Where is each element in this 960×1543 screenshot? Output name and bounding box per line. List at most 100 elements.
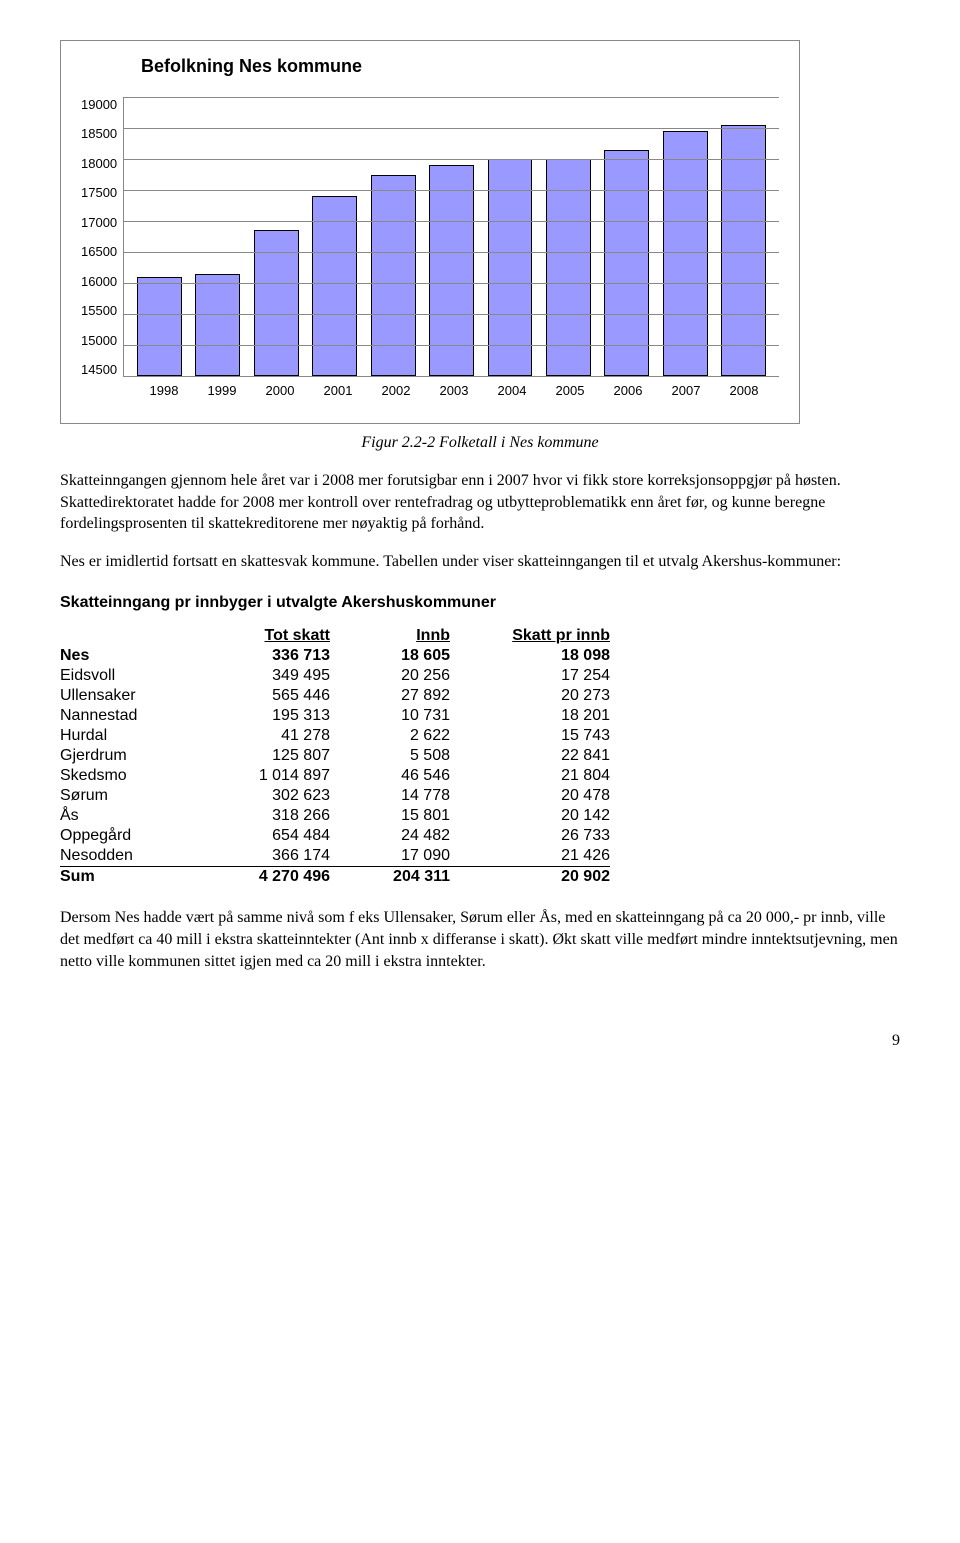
cell-value: 20 273 [450,686,610,706]
cell-name: Nannestad [60,706,210,726]
table-header-row: Tot skatt Innb Skatt pr innb [60,626,610,646]
col-tot-skatt: Tot skatt [210,626,330,646]
cell-value: 18 201 [450,706,610,726]
gridline [124,252,779,253]
cell-value: 654 484 [210,826,330,846]
sum-label: Sum [60,867,210,888]
bar [488,159,533,376]
bars-group [124,97,779,376]
gridline [124,190,779,191]
bar [312,196,357,376]
table-row: Ås318 26615 80120 142 [60,806,610,826]
table-row: Eidsvoll349 49520 25617 254 [60,666,610,686]
cell-value: 27 892 [330,686,450,706]
table-row: Oppegård654 48424 48226 733 [60,826,610,846]
gridline [124,221,779,222]
bar [195,274,240,376]
table-row: Sørum302 62314 77820 478 [60,786,610,806]
cell-name: Sørum [60,786,210,806]
cell-name: Nesodden [60,846,210,867]
y-tick-label: 19000 [81,97,117,112]
cell-value: 26 733 [450,826,610,846]
y-axis: 19000 18500 18000 17500 17000 16500 16000 15500… [81,97,123,377]
table-body: Nes336 71318 60518 098Eidsvoll349 49520 … [60,646,610,887]
table-heading: Skatteinngang pr innbyger i utvalgte Ake… [60,594,900,612]
col-skatt-pr-innb: Skatt pr innb [450,626,610,646]
table-row: Nesodden366 17417 09021 426 [60,846,610,867]
cell-value: 195 313 [210,706,330,726]
x-tick-label: 2007 [664,383,709,398]
y-tick-label: 17000 [81,215,117,230]
x-tick-label: 2003 [432,383,477,398]
cell-value: 5 508 [330,746,450,766]
y-tick-label: 15500 [81,303,117,318]
cell-value: 1 014 897 [210,766,330,786]
y-tick-label: 18500 [81,126,117,141]
tax-table: Tot skatt Innb Skatt pr innb Nes336 7131… [60,626,610,887]
cell-value: 125 807 [210,746,330,766]
bar [721,125,766,376]
cell-value: 10 731 [330,706,450,726]
bar [604,150,649,376]
figure-caption: Figur 2.2-2 Folketall i Nes kommune [60,434,900,452]
table-row: Gjerdrum125 8075 50822 841 [60,746,610,766]
table-row: Nannestad195 31310 73118 201 [60,706,610,726]
cell-value: 20 256 [330,666,450,686]
gridline [124,159,779,160]
y-tick-label: 15000 [81,333,117,348]
x-axis: 1998199920002001200220032004200520062007… [129,383,779,398]
x-tick-label: 2005 [548,383,593,398]
x-tick-label: 1999 [200,383,245,398]
paragraph-2: Nes er imidlertid fortsatt en skattesvak… [60,551,900,573]
x-tick-label: 2000 [258,383,303,398]
cell-value: 46 546 [330,766,450,786]
cell-value: 565 446 [210,686,330,706]
cell-value: 17 254 [450,666,610,686]
cell-value: 17 090 [330,846,450,867]
cell-value: 349 495 [210,666,330,686]
bar [137,277,182,376]
cell-value: 366 174 [210,846,330,867]
plot-area [123,97,779,377]
cell-value: 18 605 [330,646,450,666]
cell-value: 24 482 [330,826,450,846]
table-row: Nes336 71318 60518 098 [60,646,610,666]
cell-name: Ullensaker [60,686,210,706]
cell-name: Oppegård [60,826,210,846]
cell-name: Eidsvoll [60,666,210,686]
cell-value: 21 804 [450,766,610,786]
cell-name: Skedsmo [60,766,210,786]
gridline [124,97,779,98]
cell-value: 15 801 [330,806,450,826]
cell-value: 18 098 [450,646,610,666]
col-blank [60,626,210,646]
paragraph-1: Skatteinngangen gjennom hele året var i … [60,470,900,535]
y-tick-label: 17500 [81,185,117,200]
gridline [124,345,779,346]
chart-title: Befolkning Nes kommune [141,56,779,77]
cell-name: Nes [60,646,210,666]
x-tick-label: 2006 [606,383,651,398]
cell-value: 20 478 [450,786,610,806]
table-row: Hurdal41 2782 62215 743 [60,726,610,746]
x-tick-label: 2002 [374,383,419,398]
cell-value: 20 142 [450,806,610,826]
cell-value: 14 778 [330,786,450,806]
y-tick-label: 16500 [81,244,117,259]
gridline [124,283,779,284]
cell-value: 22 841 [450,746,610,766]
cell-value: 318 266 [210,806,330,826]
cell-name: Ås [60,806,210,826]
y-tick-label: 16000 [81,274,117,289]
chart-body: 19000 18500 18000 17500 17000 16500 16000 15500… [81,97,779,377]
gridline [124,314,779,315]
population-chart: Befolkning Nes kommune 19000 18500 18000 17… [60,40,800,424]
paragraph-3: Dersom Nes hadde vært på samme nivå som … [60,907,900,972]
y-tick-label: 18000 [81,156,117,171]
cell-value: 2 622 [330,726,450,746]
cell-name: Hurdal [60,726,210,746]
cell-value: 21 426 [450,846,610,867]
bar [663,131,708,376]
sum-value: 20 902 [450,867,610,888]
cell-value: 336 713 [210,646,330,666]
